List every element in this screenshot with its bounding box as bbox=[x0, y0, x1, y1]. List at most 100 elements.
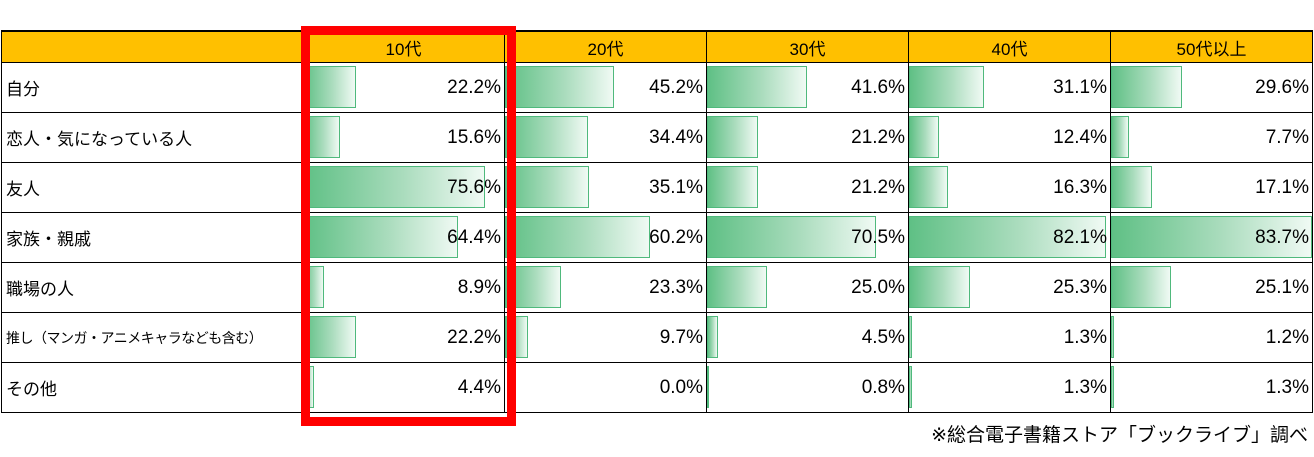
value-label: 41.6% bbox=[851, 76, 905, 98]
value-cell: 21.2% bbox=[706, 163, 908, 212]
value-label: 22.2% bbox=[447, 326, 501, 348]
value-cell: 0.8% bbox=[706, 363, 908, 412]
value-cell: 1.3% bbox=[908, 363, 1110, 412]
row-label: 職場の人 bbox=[6, 280, 74, 299]
value-label: 25.3% bbox=[1053, 276, 1107, 298]
value-cell: 16.3% bbox=[908, 163, 1110, 212]
value-cell: 25.1% bbox=[1110, 263, 1312, 312]
header-cell-50s-plus: 50代以上 bbox=[1110, 32, 1312, 62]
value-label: 22.2% bbox=[447, 76, 501, 98]
header-cell-40s: 40代 bbox=[908, 32, 1110, 62]
value-label: 25.1% bbox=[1255, 276, 1309, 298]
value-label: 60.2% bbox=[649, 226, 703, 248]
value-cell: 1.3% bbox=[908, 313, 1110, 362]
row-label: 推し（マンガ・アニメキャラなども含む） bbox=[6, 329, 263, 346]
value-cell: 4.5% bbox=[706, 313, 908, 362]
data-bar bbox=[505, 316, 529, 358]
value-label: 25.0% bbox=[851, 276, 905, 298]
source-note: ※総合電子書籍ストア「ブックライブ」調べ bbox=[931, 425, 1308, 446]
data-bar bbox=[707, 316, 718, 358]
value-cell: 75.6% bbox=[302, 163, 504, 212]
value-label: 75.6% bbox=[447, 176, 501, 198]
data-bar bbox=[1111, 166, 1153, 208]
value-label: 83.7% bbox=[1255, 226, 1309, 248]
value-cell: 83.7% bbox=[1110, 213, 1312, 262]
header-cell-20s: 20代 bbox=[504, 32, 706, 62]
data-bar bbox=[1111, 266, 1172, 308]
table-row: その他 4.4% 0.0% 0.8% 1.3% 1.3% bbox=[2, 362, 1312, 412]
row-label: 恋人・気になっている人 bbox=[6, 130, 193, 149]
data-bar bbox=[707, 366, 709, 408]
value-cell: 35.1% bbox=[504, 163, 706, 212]
value-label: 16.3% bbox=[1053, 176, 1107, 198]
value-cell: 60.2% bbox=[504, 213, 706, 262]
value-cell: 34.4% bbox=[504, 113, 706, 162]
value-label: 70.5% bbox=[851, 226, 905, 248]
value-label: 21.2% bbox=[851, 176, 905, 198]
data-bar bbox=[303, 216, 458, 258]
value-label: 4.5% bbox=[861, 326, 905, 348]
value-cell: 22.2% bbox=[302, 63, 504, 112]
row-label: その他 bbox=[6, 380, 57, 399]
value-cell: 1.3% bbox=[1110, 363, 1312, 412]
value-cell: 45.2% bbox=[504, 63, 706, 112]
data-bar bbox=[1111, 216, 1312, 258]
value-label: 82.1% bbox=[1053, 226, 1107, 248]
value-cell: 4.4% bbox=[302, 363, 504, 412]
table-row: 恋人・気になっている人 15.6% 34.4% 21.2% 12.4% 7.7% bbox=[2, 112, 1312, 162]
data-bar bbox=[303, 366, 314, 408]
value-cell: 70.5% bbox=[706, 213, 908, 262]
value-label: 1.3% bbox=[1063, 376, 1107, 398]
table-header-row: 10代 20代 30代 40代 50代以上 bbox=[2, 32, 1312, 62]
value-cell: 29.6% bbox=[1110, 63, 1312, 112]
value-label: 15.6% bbox=[447, 126, 501, 148]
header-cell-30s: 30代 bbox=[706, 32, 908, 62]
data-bar bbox=[1111, 366, 1115, 408]
value-cell: 0.0% bbox=[504, 363, 706, 412]
value-label: 1.3% bbox=[1063, 326, 1107, 348]
table-row: 友人 75.6% 35.1% 21.2% 16.3% 17.1% bbox=[2, 162, 1312, 212]
value-label: 45.2% bbox=[649, 76, 703, 98]
table-row: 職場の人 8.9% 23.3% 25.0% 25.3% 25.1% bbox=[2, 262, 1312, 312]
data-bar bbox=[909, 66, 984, 108]
value-cell: 9.7% bbox=[504, 313, 706, 362]
value-cell: 23.3% bbox=[504, 263, 706, 312]
data-bar bbox=[505, 116, 588, 158]
table-row: 自分 22.2% 45.2% 41.6% 31.1% 29.6% bbox=[2, 62, 1312, 112]
value-cell: 17.1% bbox=[1110, 163, 1312, 212]
data-bar bbox=[707, 216, 877, 258]
data-bar bbox=[303, 116, 341, 158]
value-label: 0.8% bbox=[861, 376, 905, 398]
data-bar bbox=[505, 266, 561, 308]
value-label: 9.7% bbox=[659, 326, 703, 348]
data-bar bbox=[909, 366, 913, 408]
value-cell: 7.7% bbox=[1110, 113, 1312, 162]
corner-header-cell bbox=[2, 32, 302, 62]
row-label: 友人 bbox=[6, 180, 40, 199]
table-row: 推し（マンガ・アニメキャラなども含む） 22.2% 9.7% 4.5% 1.3% 1.2% bbox=[2, 312, 1312, 362]
data-bar bbox=[909, 266, 970, 308]
data-bar bbox=[505, 66, 614, 108]
data-bar bbox=[909, 116, 939, 158]
row-label: 自分 bbox=[6, 80, 40, 99]
data-bar bbox=[909, 316, 913, 358]
value-label: 34.4% bbox=[649, 126, 703, 148]
value-cell: 1.2% bbox=[1110, 313, 1312, 362]
value-label: 7.7% bbox=[1265, 126, 1309, 148]
header-cell-10s: 10代 bbox=[302, 32, 504, 62]
survey-table: 10代 20代 30代 40代 50代以上 自分 22.2% 45.2% 41.6% 3… bbox=[1, 30, 1313, 413]
value-label: 31.1% bbox=[1053, 76, 1107, 98]
data-bar bbox=[303, 266, 325, 308]
value-cell: 31.1% bbox=[908, 63, 1110, 112]
value-label: 1.3% bbox=[1265, 376, 1309, 398]
value-label: 4.4% bbox=[457, 376, 501, 398]
data-bar bbox=[303, 66, 357, 108]
value-label: 17.1% bbox=[1255, 176, 1309, 198]
data-bar bbox=[1111, 66, 1183, 108]
value-cell: 8.9% bbox=[302, 263, 504, 312]
data-bar bbox=[505, 216, 650, 258]
value-cell: 12.4% bbox=[908, 113, 1110, 162]
data-bar bbox=[707, 166, 758, 208]
value-cell: 15.6% bbox=[302, 113, 504, 162]
